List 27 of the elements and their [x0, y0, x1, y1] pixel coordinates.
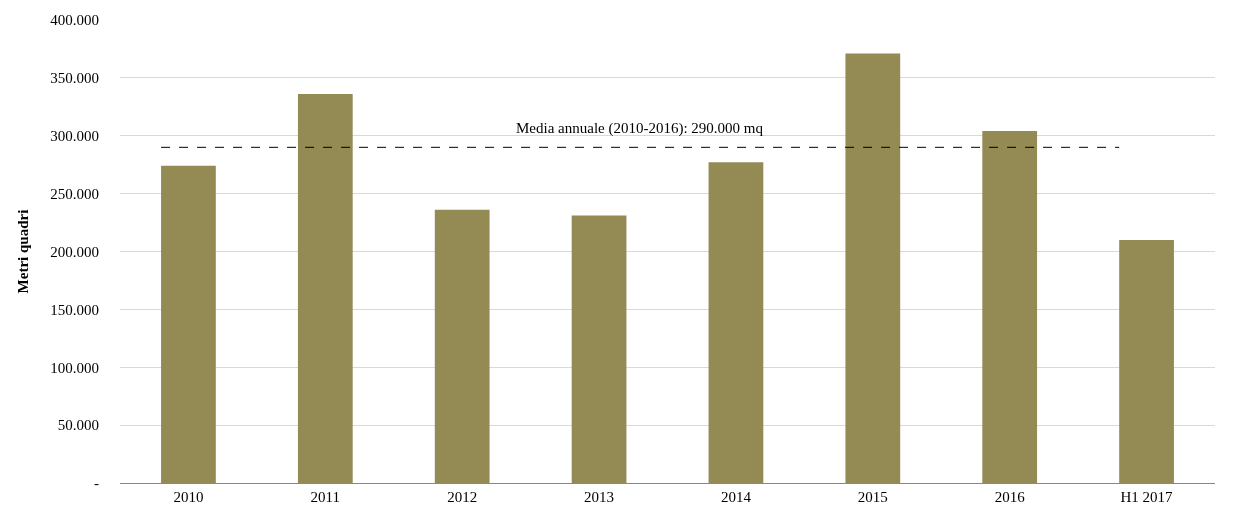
bar [1119, 239, 1174, 483]
y-tick-label: 250.000 [50, 185, 99, 202]
y-tick-label: 350.000 [50, 70, 99, 87]
x-tick-label: 2013 [584, 489, 615, 505]
y-axis-title: Metri quadri [14, 209, 31, 294]
y-tick-label: 200.000 [50, 243, 99, 260]
x-tick-label: 2015 [857, 489, 888, 505]
bar [845, 53, 901, 483]
bar [161, 165, 216, 483]
y-tick-label: - [94, 475, 99, 492]
x-tick-label: 2012 [447, 489, 478, 505]
x-tick-label: 2010 [173, 489, 204, 505]
y-tick-label: 400.000 [50, 12, 99, 29]
bar [297, 94, 353, 483]
x-tick-label: H1 2017 [1120, 489, 1174, 505]
y-tick-label: 100.000 [50, 359, 99, 376]
bar [708, 162, 764, 483]
x-tick-label: 2011 [310, 489, 341, 505]
y-tick-label: 150.000 [50, 301, 99, 318]
bar [571, 215, 627, 483]
ref-line-label: Media annuale (2010-2016): 290.000 mq [516, 120, 764, 137]
bar [434, 209, 490, 483]
bar [982, 131, 1038, 483]
x-tick-label: 2016 [994, 489, 1026, 505]
y-tick-label: 50.000 [57, 417, 99, 434]
y-tick-label: 300.000 [50, 128, 99, 144]
x-tick-label: 2014 [720, 489, 752, 505]
